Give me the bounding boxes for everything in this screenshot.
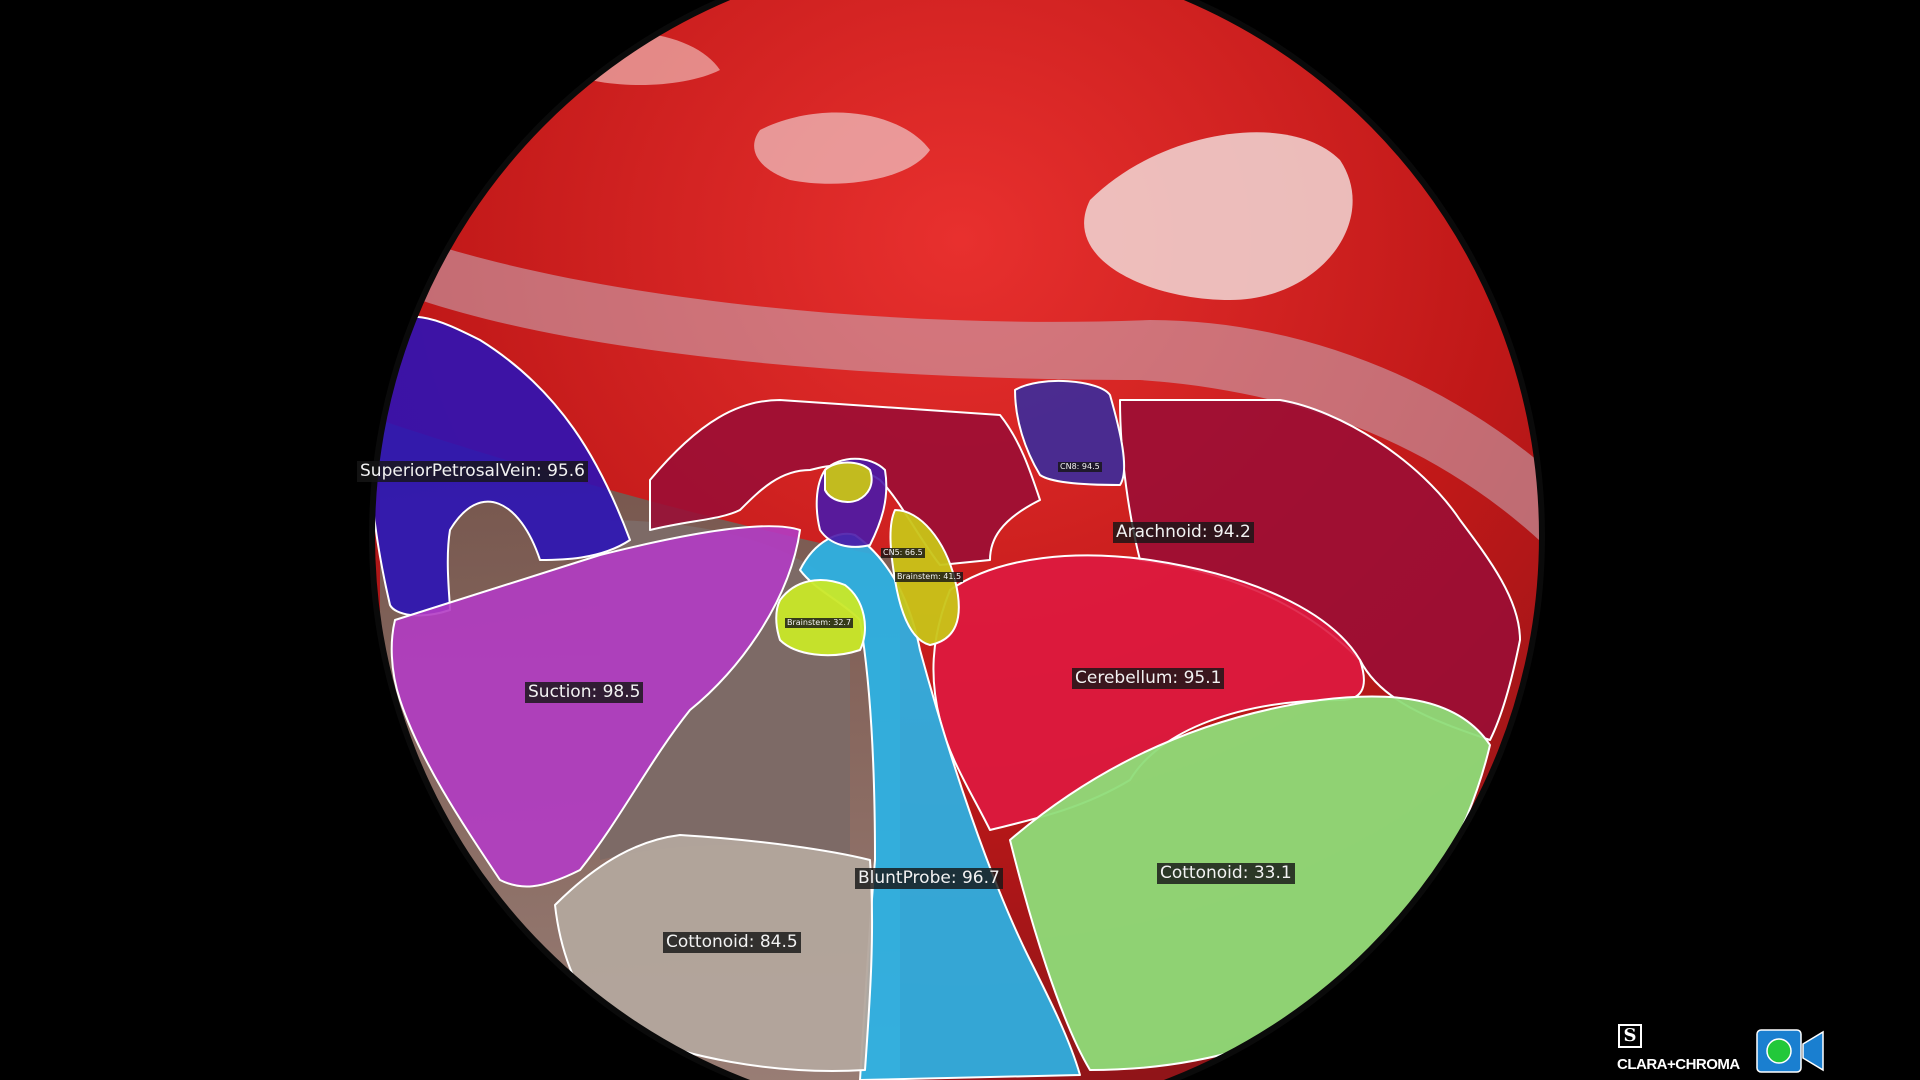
label-cn8: CN8: 94.5 [1058,462,1102,472]
label-brainstem-2: Brainstem: 32.7 [785,618,854,628]
video-camera-icon [1756,1029,1824,1073]
brand-text: CLARA+CHROMA [1617,1056,1740,1073]
label-cerebellum: Cerebellum: 95.1 [1072,668,1225,689]
label-cottonoid-2: Cottonoid: 84.5 [663,932,801,953]
label-superior-petrosal-vein: SuperiorPetrosalVein: 95.6 [357,461,588,482]
label-cn5: CN5: 66.5 [881,548,925,558]
label-brainstem-1: Brainstem: 41.5 [895,572,964,582]
brand-logo: S CLARA+CHROMA [1615,1024,1825,1076]
glare-region [1084,132,1353,300]
label-cottonoid-1: Cottonoid: 33.1 [1157,863,1295,884]
fibrous-band [420,240,1542,560]
glare-region [754,112,930,184]
s-mark: S [1618,1024,1642,1048]
cn8-mask [1014,380,1126,486]
label-arachnoid: Arachnoid: 94.2 [1113,522,1254,543]
brainstem-mask-3 [775,579,866,657]
label-suction: Suction: 98.5 [525,682,644,703]
brainstem-mask-1 [824,461,873,503]
endoscope-edge [369,0,1545,1080]
suction-mask [390,525,801,888]
label-blunt-probe: BluntProbe: 96.7 [855,868,1003,889]
